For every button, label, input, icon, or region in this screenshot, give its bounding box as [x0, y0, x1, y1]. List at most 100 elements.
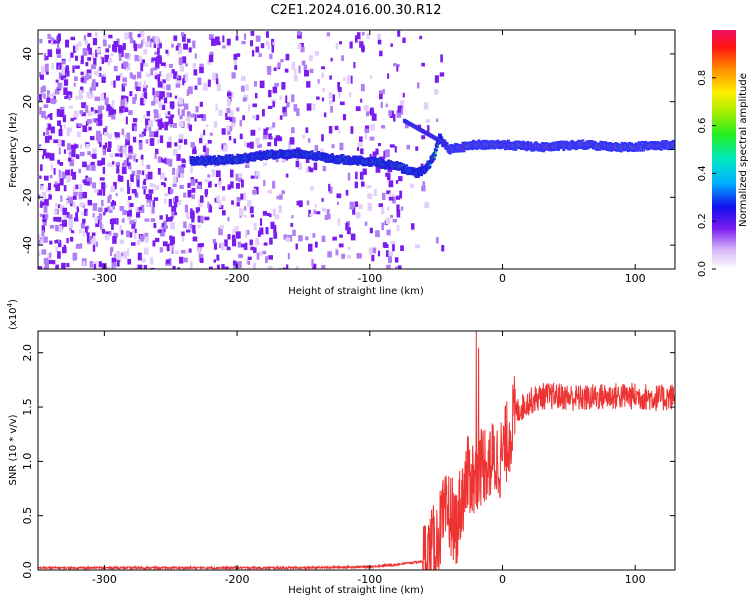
heatmap-cell — [131, 170, 136, 176]
heatmap-cell — [164, 198, 167, 205]
heatmap-cell — [101, 229, 106, 234]
heatmap-cell — [109, 219, 113, 225]
heatmap-cell — [134, 81, 138, 90]
heatmap-cell — [267, 69, 272, 75]
heatmap-cell — [114, 132, 120, 138]
heatmap-cell — [68, 214, 73, 220]
heatmap-cell — [367, 193, 373, 199]
heatmap-cell — [95, 82, 99, 87]
heatmap-cell — [82, 179, 87, 183]
heatmap-cell — [263, 179, 266, 187]
heatmap-cell — [347, 172, 351, 181]
heatmap-cell — [317, 79, 320, 84]
heatmap-cell — [131, 242, 136, 246]
heatmap-cell — [111, 223, 114, 230]
heatmap-cell — [321, 72, 325, 79]
heatmap-cell — [199, 101, 203, 107]
heatmap-cell — [105, 231, 111, 237]
heatmap-cell — [389, 144, 395, 148]
heatmap-cell — [111, 218, 117, 225]
heatmap-cell — [68, 170, 72, 176]
heatmap-cell — [247, 256, 252, 260]
heatmap-cell — [222, 35, 225, 43]
heatmap-cell — [356, 253, 362, 259]
heatmap-cell — [86, 91, 92, 98]
heatmap-cell — [49, 240, 53, 245]
heatmap-cell — [69, 154, 75, 162]
heatmap-cell — [50, 37, 55, 42]
heatmap-cell — [145, 41, 151, 48]
heatmap-cell — [89, 87, 93, 95]
heatmap-cell — [256, 253, 260, 260]
heatmap-cell — [144, 124, 148, 132]
heatmap-cell — [240, 179, 244, 188]
heatmap-cell — [194, 53, 197, 59]
heatmap-cell — [57, 83, 62, 89]
snr-y-ticks: 0.0 0.5 1.0 1.5 2.0 — [21, 344, 675, 579]
heatmap-cell — [183, 192, 187, 198]
heatmap-cell — [92, 212, 95, 218]
heatmap-cell — [255, 46, 260, 53]
heatmap-cell — [68, 219, 74, 228]
heatmap-cell — [205, 189, 208, 198]
heatmap-cell — [199, 114, 204, 118]
heatmap-cell — [82, 47, 88, 56]
heatmap-cell — [86, 164, 91, 171]
heatmap-cell — [380, 101, 383, 109]
heatmap-cell — [38, 266, 42, 269]
heatmap-cell — [149, 257, 154, 265]
heatmap-cell — [101, 57, 105, 64]
heatmap-cell — [419, 35, 423, 40]
heatmap-cell — [50, 39, 56, 45]
heatmap-cell — [381, 125, 386, 129]
heatmap-cell — [305, 127, 309, 133]
heatmap-cell — [116, 165, 120, 171]
heatmap-cell — [172, 197, 176, 204]
heatmap-cell — [312, 103, 316, 111]
heatmap-cell — [151, 100, 156, 106]
heatmap-cell — [172, 182, 177, 188]
heatmap-cell — [130, 174, 133, 182]
heatmap-cell — [118, 54, 122, 61]
heatmap-cell — [191, 215, 195, 223]
heatmap-cell — [107, 133, 112, 140]
heatmap-cell — [99, 222, 103, 230]
heatmap-cell — [135, 212, 141, 218]
heatmap-cell — [388, 180, 394, 188]
heatmap-cell — [157, 81, 163, 88]
heatmap-cell — [102, 145, 107, 153]
heatmap-cell — [44, 116, 48, 120]
heatmap-cell — [289, 147, 295, 152]
heatmap-cell — [397, 30, 401, 37]
heatmap-cell — [388, 110, 392, 116]
heatmap-cell — [79, 243, 83, 249]
heatmap-cell — [250, 175, 255, 179]
heatmap-cell — [145, 139, 149, 144]
heatmap-cell — [204, 147, 209, 156]
heatmap-cell — [200, 133, 204, 138]
heatmap-cell — [378, 203, 383, 208]
heatmap-cell — [215, 73, 219, 80]
heatmap-cell — [170, 114, 175, 118]
heatmap-cell — [208, 266, 213, 269]
heatmap-cell — [109, 208, 113, 213]
heatmap-cell — [295, 160, 300, 168]
heatmap-cell — [255, 170, 260, 179]
ridge-halo — [673, 139, 675, 148]
heatmap-cell — [40, 66, 45, 74]
heatmap-cell — [356, 147, 360, 151]
ridge-core — [429, 161, 432, 166]
heatmap-cell — [154, 237, 160, 243]
heatmap-cell — [157, 156, 162, 163]
heatmap-cell — [127, 248, 130, 256]
heatmap-cell — [209, 51, 214, 56]
heatmap-cell — [207, 139, 212, 144]
heatmap-cell — [44, 175, 49, 181]
heatmap-cell — [94, 217, 98, 224]
heatmap-cell — [399, 190, 403, 199]
heatmap-cell — [116, 255, 122, 263]
heatmap-cell — [66, 127, 71, 136]
heatmap-cell — [103, 211, 106, 216]
heatmap-cell — [146, 202, 150, 207]
